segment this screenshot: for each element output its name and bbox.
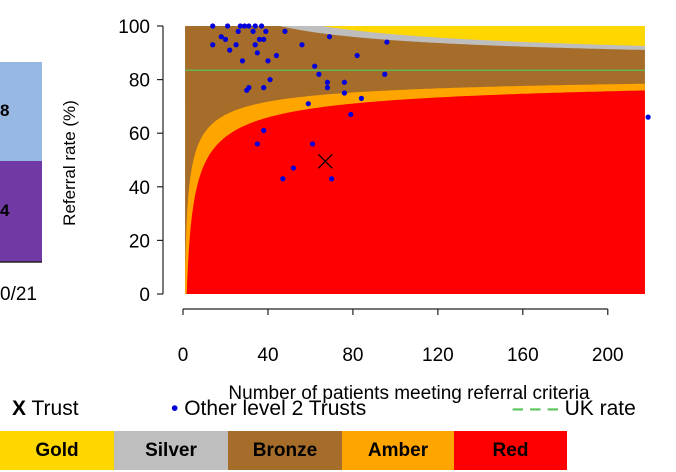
x-tick-label: 120 — [422, 345, 454, 366]
data-point — [282, 28, 288, 34]
y-tick-label: 60 — [129, 124, 150, 145]
x-tick-label: 80 — [342, 345, 363, 366]
data-point — [233, 42, 239, 48]
data-point — [254, 50, 260, 56]
data-point — [267, 77, 273, 83]
left-panel-top-box — [0, 62, 42, 161]
legend-uk-marker: – – – — [512, 397, 559, 420]
data-point — [210, 42, 216, 48]
y-tick-label: 80 — [129, 71, 150, 92]
data-point — [645, 114, 651, 120]
y-tick-label: 0 — [139, 285, 150, 306]
y-tick-label: 100 — [118, 17, 150, 38]
data-point — [312, 63, 318, 69]
legend-uk: – – – UK rate — [512, 397, 636, 421]
data-point — [280, 176, 286, 182]
data-point — [254, 141, 260, 147]
data-point — [265, 58, 271, 64]
data-point — [261, 127, 267, 134]
left-panel-date-label: 0/21 — [0, 284, 37, 305]
data-point — [273, 52, 280, 59]
x-tick-label: 200 — [592, 345, 624, 366]
band-amber: Amber — [342, 431, 454, 470]
data-point — [252, 23, 258, 29]
data-point — [348, 111, 354, 118]
legend-trust-marker: X — [12, 397, 27, 420]
data-point — [210, 23, 216, 29]
data-point — [354, 52, 360, 59]
data-point — [239, 58, 246, 64]
data-point — [341, 90, 348, 96]
data-point — [261, 85, 267, 91]
data-point — [218, 34, 224, 40]
data-point — [256, 36, 263, 43]
data-point — [324, 79, 331, 85]
data-point — [261, 36, 267, 43]
data-point — [299, 42, 305, 48]
data-point — [382, 71, 388, 77]
legend-uk-label: UK rate — [564, 397, 636, 420]
x-axis-title: Number of patients meeting referral crit… — [228, 383, 590, 404]
data-point — [246, 23, 252, 29]
legend-other-label: Other level 2 Trusts — [184, 397, 367, 420]
data-point — [358, 95, 365, 101]
data-point — [222, 36, 229, 43]
band-red: Red — [454, 431, 567, 470]
data-point — [252, 42, 258, 48]
data-point — [263, 28, 269, 34]
left-panel-bottom-value: 4 — [0, 201, 10, 220]
data-point — [258, 23, 265, 29]
data-point — [241, 23, 248, 29]
data-point — [250, 28, 256, 34]
x-tick-label: 40 — [257, 345, 278, 366]
legend-trust-label: Trust — [31, 397, 79, 420]
legend-other-marker: • — [171, 397, 179, 420]
data-point — [316, 71, 322, 77]
legend-trust: X Trust — [12, 397, 79, 421]
data-point — [324, 85, 331, 91]
data-point — [225, 23, 231, 29]
data-point — [237, 23, 243, 29]
x-tick-label: 0 — [178, 345, 189, 366]
data-point — [341, 79, 348, 85]
left-panel-bottom-box — [0, 161, 42, 262]
data-point — [305, 101, 311, 107]
left-panel-top-value: 8 — [0, 101, 10, 120]
band-gold: Gold — [0, 431, 114, 470]
data-point — [326, 34, 333, 40]
data-point — [227, 47, 233, 53]
trust-marker — [317, 153, 333, 169]
band-silver: Silver — [114, 431, 228, 470]
data-point — [244, 87, 250, 93]
y-axis-title: Referral rate (%) — [60, 100, 79, 226]
data-point — [384, 39, 390, 45]
data-point — [235, 28, 241, 34]
data-point — [290, 165, 297, 171]
red-region — [185, 90, 645, 294]
data-point — [329, 176, 335, 182]
y-tick-label: 20 — [129, 231, 150, 252]
legend-other: • Other level 2 Trusts — [171, 397, 366, 421]
x-tick-label: 160 — [507, 345, 539, 366]
data-point — [309, 141, 316, 147]
y-tick-label: 40 — [129, 178, 150, 199]
band-bronze: Bronze — [228, 431, 342, 470]
